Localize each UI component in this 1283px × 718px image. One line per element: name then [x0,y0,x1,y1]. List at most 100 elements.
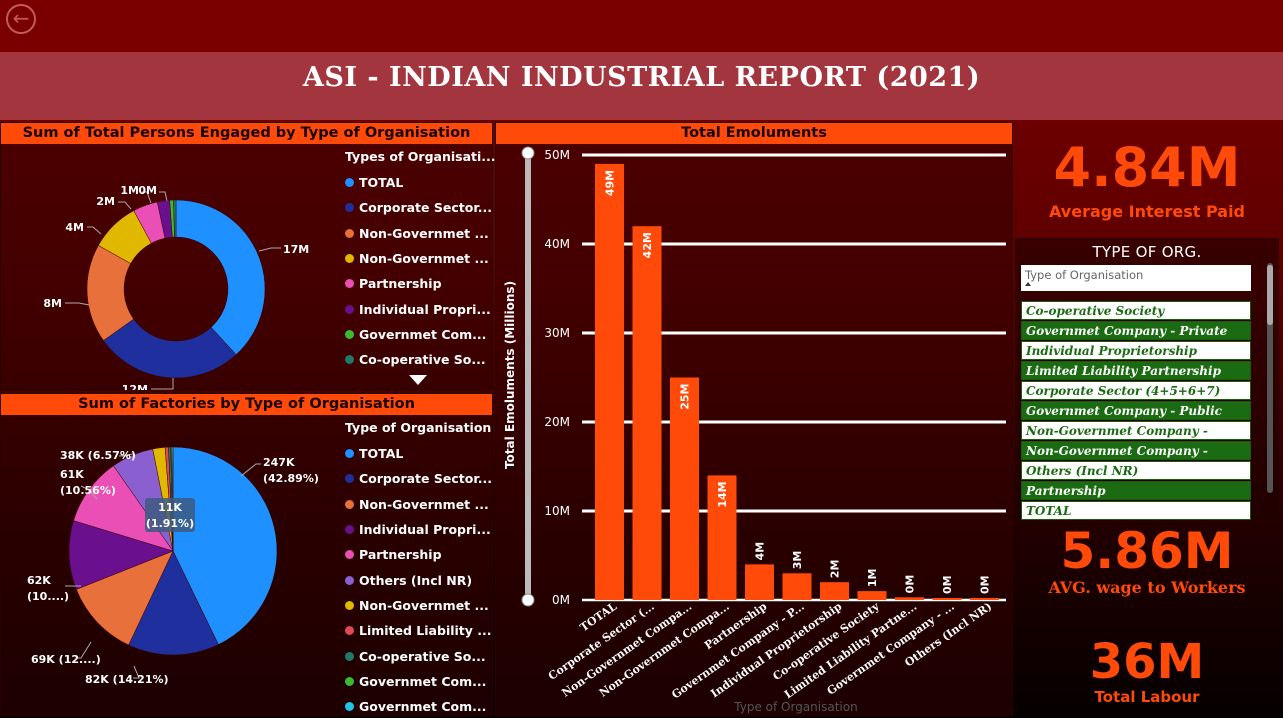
legend-label: Limited Liability ... [359,623,492,639]
persons-legend-item[interactable]: Non-Governmet ... [345,221,496,246]
legend-label: TOTAL [359,446,404,462]
pie-slice[interactable] [172,446,278,645]
legend-marker-icon [345,279,354,289]
bar[interactable] [595,163,624,600]
legend-marker-icon [345,525,354,535]
persons-legend-item[interactable]: TOTAL [345,170,496,195]
pie-leader-line [118,201,132,210]
bar-value-label: 1M [866,568,879,587]
slicer-item[interactable]: Non-Governmet Company - Private [1021,421,1251,457]
slicer-scrollbar[interactable] [1267,263,1273,493]
factories-legend: Type of Organisation TOTAL Corporate Sect… [345,420,492,718]
legend-label: Governmet Com... [359,326,487,342]
legend-marker-icon [345,651,354,661]
legend-marker-icon [345,254,354,264]
bar-value-label: 0M [904,575,917,594]
bar[interactable] [970,598,999,600]
bar[interactable] [820,582,849,600]
factories-legend-item[interactable]: Corporate Sector... [345,466,492,491]
y-axis-title: Total Emoluments (Millions) [503,281,517,469]
slicer-item[interactable]: Others (Incl NR) [1021,461,1251,480]
factories-legend-item[interactable]: Limited Liability ... [345,618,492,643]
labour-kpi-card: 36M Total Labour [1016,636,1278,706]
slicer-search-input[interactable]: Type of Organisation [1021,265,1251,291]
slicer-item[interactable]: TOTAL [1021,501,1251,520]
persons-legend-item[interactable]: Individual Propri... [345,296,496,321]
bar[interactable] [707,475,737,600]
legend-marker-icon [345,600,354,610]
bar[interactable] [632,226,662,600]
factories-legend-item[interactable]: Co-operative So... [345,643,492,668]
pie-slice[interactable] [173,199,177,238]
persons-legend-item[interactable]: Partnership [345,271,496,296]
legend-marker-icon [345,499,354,509]
emoluments-panel: Total Emoluments 0M 10M 20M 30M 40M 50M Total … [495,122,1013,716]
pie-data-label: 17M [283,243,309,256]
back-arrow-icon[interactable]: ← [6,4,36,34]
pie-slice[interactable] [103,318,237,379]
legend-label: Individual Propri... [359,522,491,538]
legend-marker-icon [345,575,354,585]
persons-legend-item[interactable]: Non-Governmet ... [345,246,496,271]
pie-slice[interactable] [128,550,219,656]
slider-handle[interactable] [521,146,535,160]
bar-value-label: 0M [979,575,992,594]
slicer-item[interactable]: Corporate Sector (4+5+6+7) [1021,381,1251,400]
slicer-item[interactable]: Co-operative Society [1021,301,1251,320]
bar[interactable] [932,598,962,600]
slicer-scroll-thumb[interactable] [1267,265,1273,325]
persons-legend-item[interactable]: Co-operative So... [345,347,496,372]
factories-legend-item[interactable]: TOTAL [345,441,492,466]
persons-legend-item[interactable]: Corporate Sector... [345,195,496,220]
slider-handle[interactable] [521,593,535,607]
factories-legend-item[interactable]: Non-Governmet ... [345,593,492,618]
bar-value-label: 0M [941,575,954,594]
factories-legend-item[interactable]: Governmet Com... [345,694,492,718]
bar[interactable] [745,564,774,600]
pie-data-label: 4M [65,221,84,234]
pie-leader-line [159,191,168,202]
pie-slice[interactable] [175,199,266,356]
pie-slice[interactable] [68,520,174,590]
factories-legend-item[interactable]: Non-Governmet ... [345,492,492,517]
slicer-item[interactable]: Limited Liability Partnership [1021,361,1251,380]
pie-leader-line [258,247,281,252]
persons-engaged-panel: Sum of Total Persons Engaged by Type of … [0,122,496,390]
legend-label: Non-Governmet ... [359,225,489,241]
factories-legend-item[interactable]: Others (Incl NR) [345,567,492,592]
emoluments-chart-title: Total Emoluments [496,123,1012,144]
factories-panel: Sum of Factories by Type of Organisation… [0,393,493,716]
slicer-item[interactable]: Individual Proprietorship [1021,341,1251,360]
chevron-down-icon[interactable] [409,375,427,385]
slicer-item[interactable]: Non-Governmet Company - Public [1021,441,1251,477]
persons-legend-item[interactable]: Governmet Com... [345,322,496,347]
legend-marker-icon [345,203,354,213]
legend-marker-icon [345,178,354,188]
bar[interactable] [857,591,887,600]
legend-marker-icon [345,702,354,712]
pie-data-label: 2M [96,195,115,208]
factories-pie-chart: 247K (42.89%) 82K (14.21%) 69K (12....) 62K (… [27,446,319,686]
legend-label: Co-operative So... [359,352,486,368]
factories-legend-item[interactable]: Partnership [345,542,492,567]
pie-leader-line [142,191,152,204]
legend-label: Partnership [359,276,442,292]
slicer-item[interactable]: Partnership [1021,481,1251,500]
bar[interactable] [670,377,699,601]
factories-legend-item[interactable]: Individual Propri... [345,517,492,542]
pie-data-label: (10....) [27,590,69,603]
bar[interactable] [895,597,924,600]
legend-marker-icon [345,449,354,459]
pie-data-label: (42.89%) [263,472,319,485]
persons-legend: Types of Organisati... TOTAL Corporate Se… [345,149,496,372]
tooltip-box [145,498,195,532]
pie-slice[interactable] [76,550,174,646]
slicer-item[interactable]: Governmet Company - Public [1021,401,1251,420]
bar-value-label: 2M [829,560,842,579]
legend-label: Non-Governmet ... [359,496,489,512]
bar[interactable] [782,573,812,600]
slicer-item[interactable]: Governmet Company - Private [1021,321,1251,340]
title-bar: ASI - INDIAN INDUSTRIAL REPORT (2021) [0,52,1283,120]
pie-data-label: 11K [158,501,182,514]
factories-legend-item[interactable]: Governmet Com... [345,669,492,694]
